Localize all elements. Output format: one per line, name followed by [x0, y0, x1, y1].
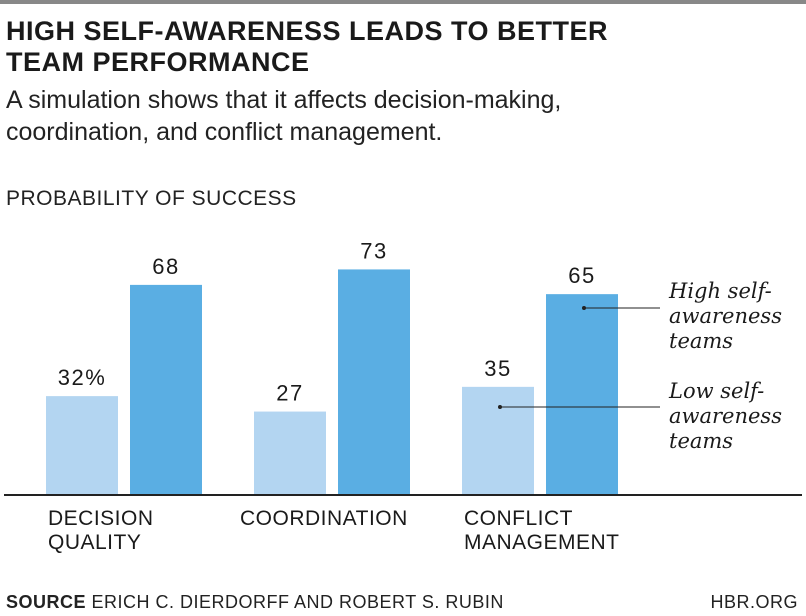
category-label-0-line-1: DECISION: [48, 507, 154, 530]
legend-label-low-line-2: awareness: [669, 404, 782, 428]
legend-leader-dot-high: [582, 306, 586, 310]
category-label-2-line-2: MANAGEMENT: [464, 531, 620, 554]
data-label-high-1: 73: [360, 238, 387, 263]
data-label-high-2: 65: [568, 263, 595, 288]
legend-label-high-line-2: awareness: [669, 304, 782, 328]
bar-low-0: [46, 396, 118, 495]
source-note: SOURCE ERICH C. DIERDORFF AND ROBERT S. …: [6, 592, 504, 613]
source-label: SOURCE: [6, 592, 86, 612]
bar-low-1: [254, 412, 326, 495]
source-text: ERICH C. DIERDORFF AND ROBERT S. RUBIN: [92, 592, 504, 612]
legend-label-high-line-3: teams: [669, 329, 733, 353]
data-label-low-1: 27: [276, 381, 303, 406]
data-label-low-0: 32%: [58, 365, 107, 390]
data-label-high-0: 68: [152, 254, 179, 279]
credit: HBR.ORG: [710, 592, 798, 613]
category-label-2-line-1: CONFLICT: [464, 507, 573, 530]
bar-low-2: [462, 387, 534, 495]
legend-label-low-line-3: teams: [669, 429, 733, 453]
data-label-low-2: 35: [484, 356, 511, 381]
legend-label-low-line-1: Low self-: [668, 379, 764, 403]
legend-label-high-line-1: High self-: [668, 279, 772, 303]
bar-high-2: [546, 294, 618, 495]
category-label-0-line-2: QUALITY: [48, 531, 141, 554]
bar-high-0: [130, 285, 202, 495]
bar-high-1: [338, 269, 410, 495]
legend-leader-dot-low: [498, 405, 502, 409]
category-label-1-line-1: COORDINATION: [240, 507, 408, 530]
